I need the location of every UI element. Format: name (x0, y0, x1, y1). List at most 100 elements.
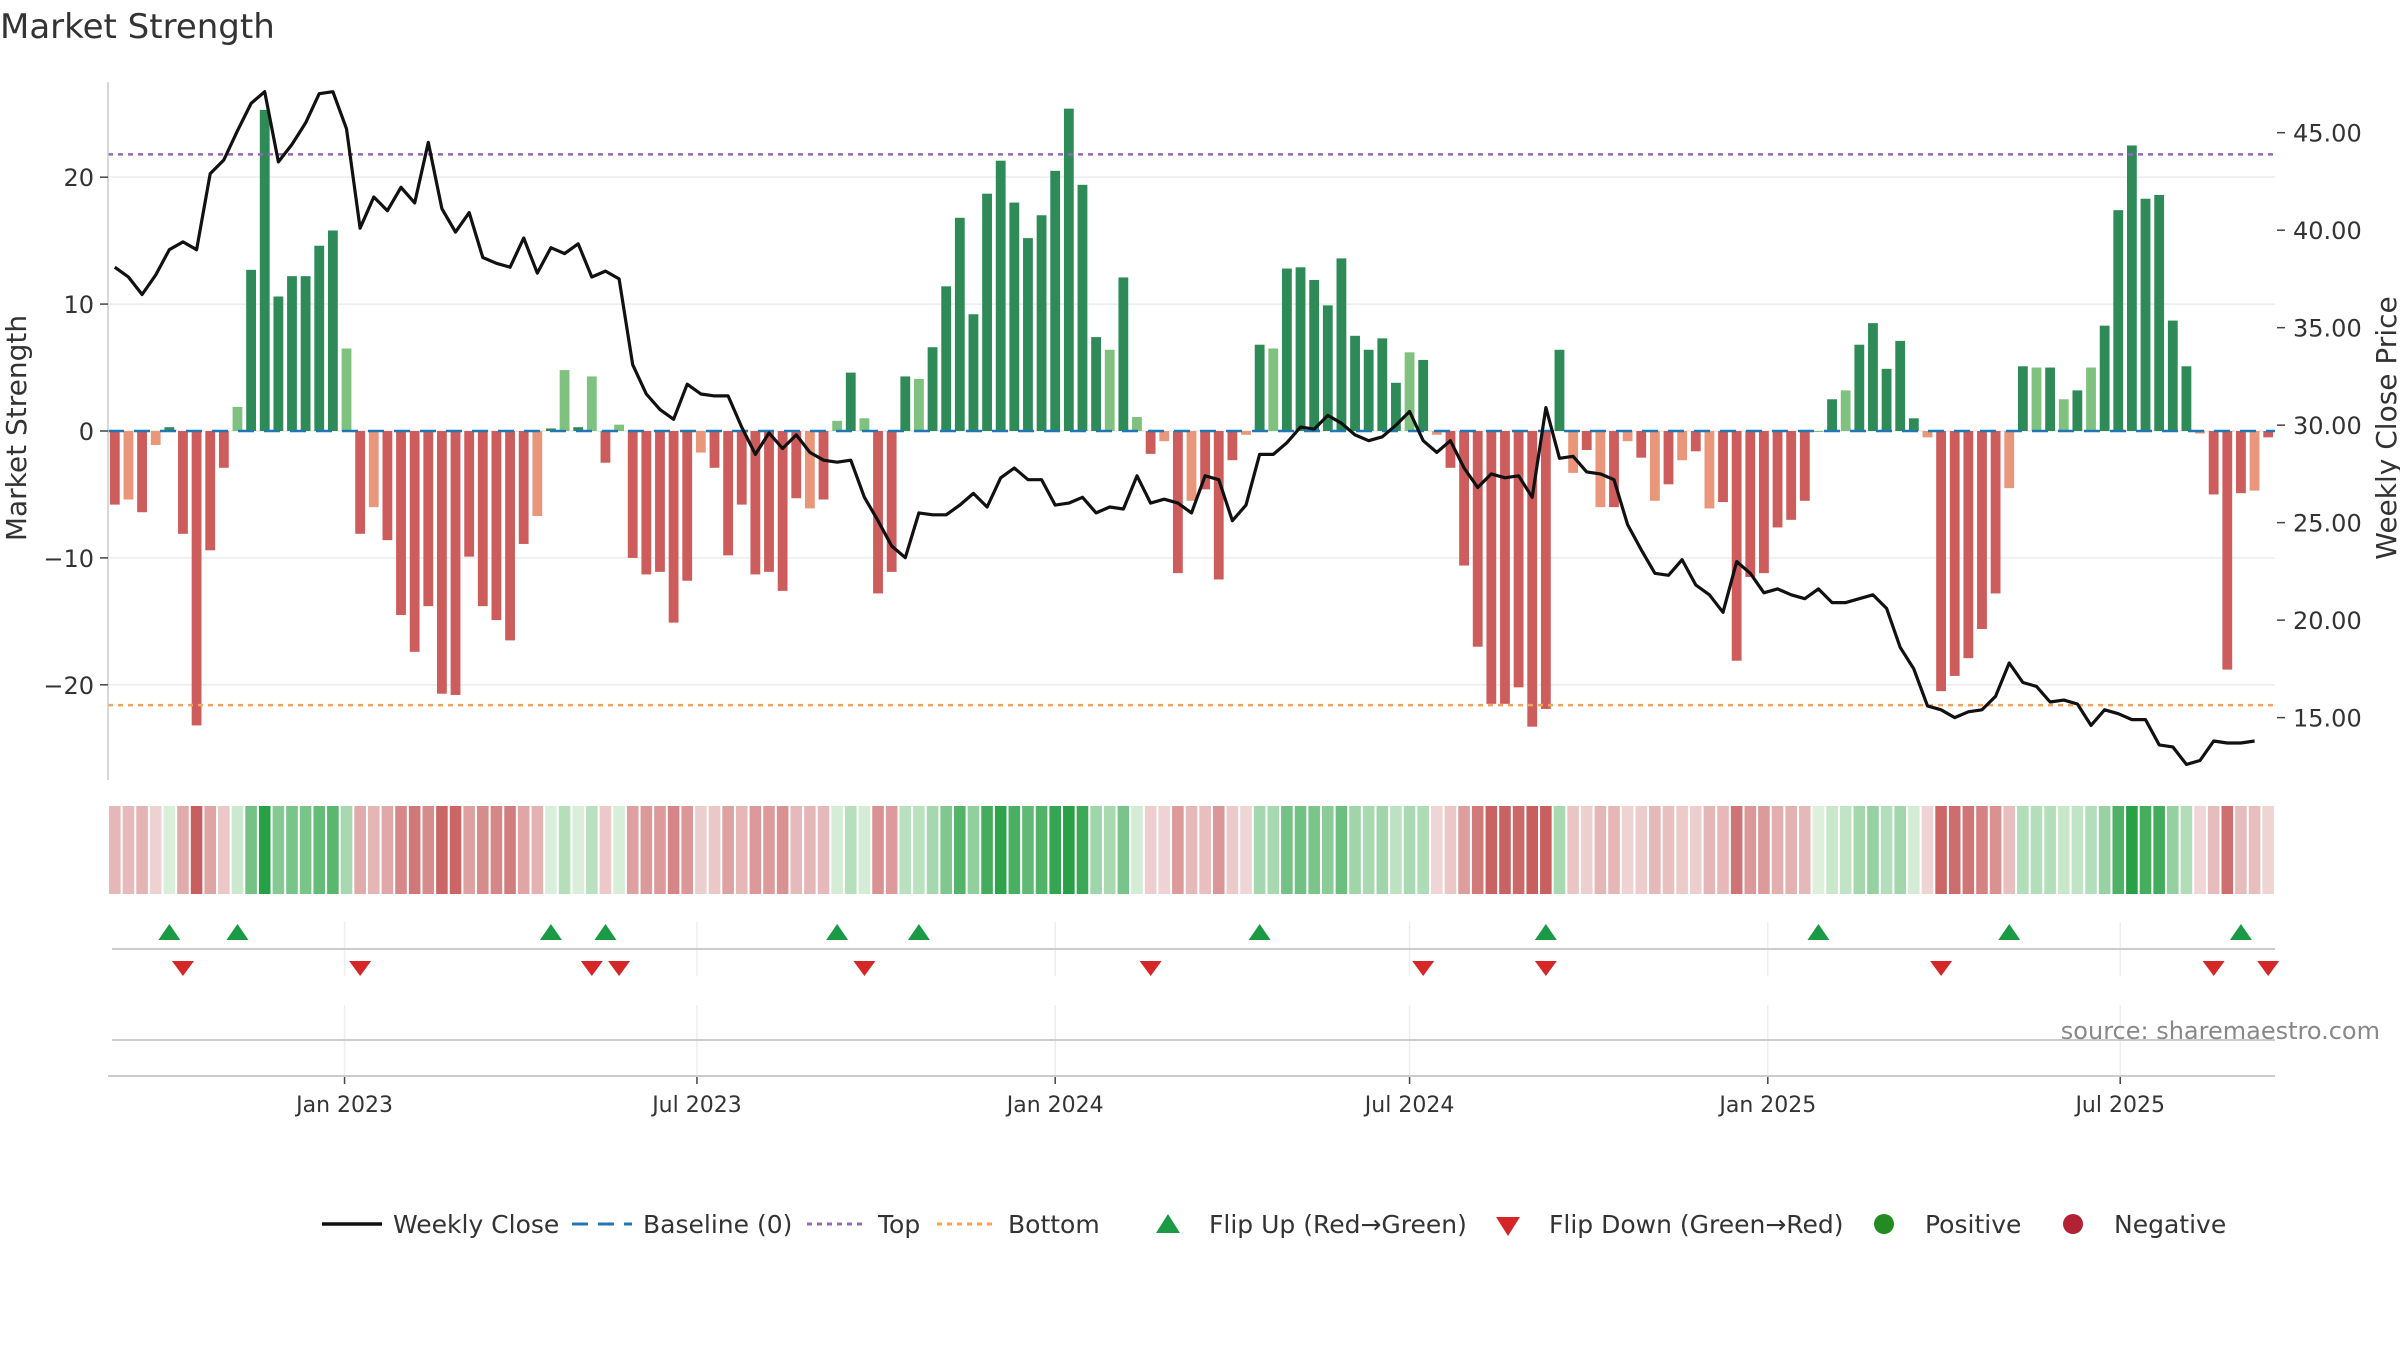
heat-cell (640, 806, 653, 894)
strength-bar (1963, 431, 1974, 659)
strength-bar (1868, 323, 1878, 431)
y-right-tick-label: 45.00 (2293, 120, 2362, 148)
strength-bar (1391, 382, 1401, 431)
heat-cell (2207, 806, 2220, 894)
heat-cell (1689, 806, 1702, 894)
heat-cell (272, 806, 285, 894)
strength-bar (736, 431, 747, 505)
strength-bar (464, 431, 475, 557)
heat-cell (872, 806, 884, 894)
flip-down-marker (171, 961, 194, 976)
strength-bar (191, 431, 202, 726)
circle-icon (1874, 1214, 1894, 1234)
strength-bar (927, 347, 938, 431)
heat-cell (1839, 806, 1852, 894)
heat-cell (1008, 806, 1021, 894)
strength-bar (1840, 390, 1851, 431)
strength-bar (2086, 367, 2096, 431)
strength-bar (995, 160, 1006, 431)
heat-cell (1117, 806, 1130, 894)
strength-bar (1636, 431, 1647, 458)
strength-bar (1023, 238, 1033, 431)
heat-cell (1717, 806, 1729, 894)
strength-bar (559, 370, 570, 431)
heat-cell (1880, 806, 1893, 894)
strength-bar (1936, 431, 1946, 692)
flip-down-marker (1139, 961, 1162, 976)
strength-bar (1472, 431, 1483, 647)
strength-bar (2154, 194, 2165, 431)
heat-cell (1976, 806, 1988, 894)
heat-cell (1185, 806, 1198, 894)
heat-cell (776, 806, 789, 894)
heat-cell (1417, 806, 1429, 894)
heat-cell (954, 806, 966, 894)
heat-cell (790, 806, 803, 894)
axes: −20 −10 0 10 20 15.00 20.00 25.00 30.00 35.00 40.0… (43, 82, 2362, 780)
heat-cell (626, 806, 639, 894)
heat-cell (1567, 806, 1579, 894)
flip-up-marker (539, 924, 562, 940)
strength-bar (1990, 431, 2001, 594)
heat-cell (940, 806, 952, 894)
heat-cell (1758, 806, 1770, 894)
heat-cell (422, 806, 435, 894)
strength-bar (1104, 349, 1115, 431)
heat-cell (1131, 806, 1143, 894)
heat-cell (2139, 806, 2152, 894)
heat-cell (299, 806, 312, 894)
strength-bar (259, 109, 270, 432)
heat-cell (327, 806, 339, 894)
heat-cell (844, 806, 857, 894)
heat-cell (122, 806, 135, 894)
heat-cell (258, 806, 271, 894)
heat-cell (1526, 806, 1539, 894)
strength-bar (164, 427, 175, 431)
heat-cell (395, 806, 407, 894)
strength-bar (1745, 431, 1756, 577)
strength-bar (1881, 368, 1892, 431)
heat-cell (1458, 806, 1470, 894)
flip-down-marker (349, 961, 372, 976)
strength-bar (750, 431, 761, 575)
strength-bar (368, 431, 379, 508)
strength-bar (668, 431, 679, 623)
heat-cell (1771, 806, 1784, 894)
strength-bar (1786, 431, 1797, 520)
legend-item: Weekly Close (322, 1210, 559, 1239)
flip-up-marker (1248, 924, 1271, 940)
strength-bar (1649, 431, 1660, 501)
heat-cell (218, 806, 230, 894)
heat-cell (2235, 806, 2247, 894)
legend-item: Flip Up (Red→Green) (1156, 1210, 1467, 1239)
heat-cell (1022, 806, 1034, 894)
heat-cell (1894, 806, 1906, 894)
strength-bar (178, 431, 188, 534)
x-tick-label: Jan 2023 (294, 1093, 393, 1118)
strength-bar (532, 431, 543, 517)
heat-cell (1553, 806, 1566, 894)
heat-cell (504, 806, 516, 894)
legend-label: Weekly Close (393, 1210, 559, 1239)
strength-bar (137, 431, 147, 513)
heat-cell (1362, 806, 1375, 894)
heat-cell (286, 806, 298, 894)
heat-cell (1076, 806, 1089, 894)
strength-bar (1418, 359, 1429, 431)
strength-bar (641, 431, 652, 575)
heat-cell (531, 806, 544, 894)
y-left-tick-label: 0 (79, 418, 94, 446)
heat-cell (1049, 806, 1062, 894)
strength-bar (941, 286, 952, 431)
heat-cell (2057, 806, 2070, 894)
strength-bar (2113, 210, 2124, 431)
legend-label: Bottom (1008, 1210, 1100, 1239)
y-right-tick-label: 40.00 (2293, 217, 2362, 245)
strength-bar (2058, 399, 2069, 431)
heat-cell (1240, 806, 1252, 894)
flip-down-marker (1412, 961, 1435, 976)
strength-bar (232, 406, 243, 431)
heat-cell (1621, 806, 1634, 894)
heat-cell (1499, 806, 1511, 894)
heat-cell (572, 806, 584, 894)
